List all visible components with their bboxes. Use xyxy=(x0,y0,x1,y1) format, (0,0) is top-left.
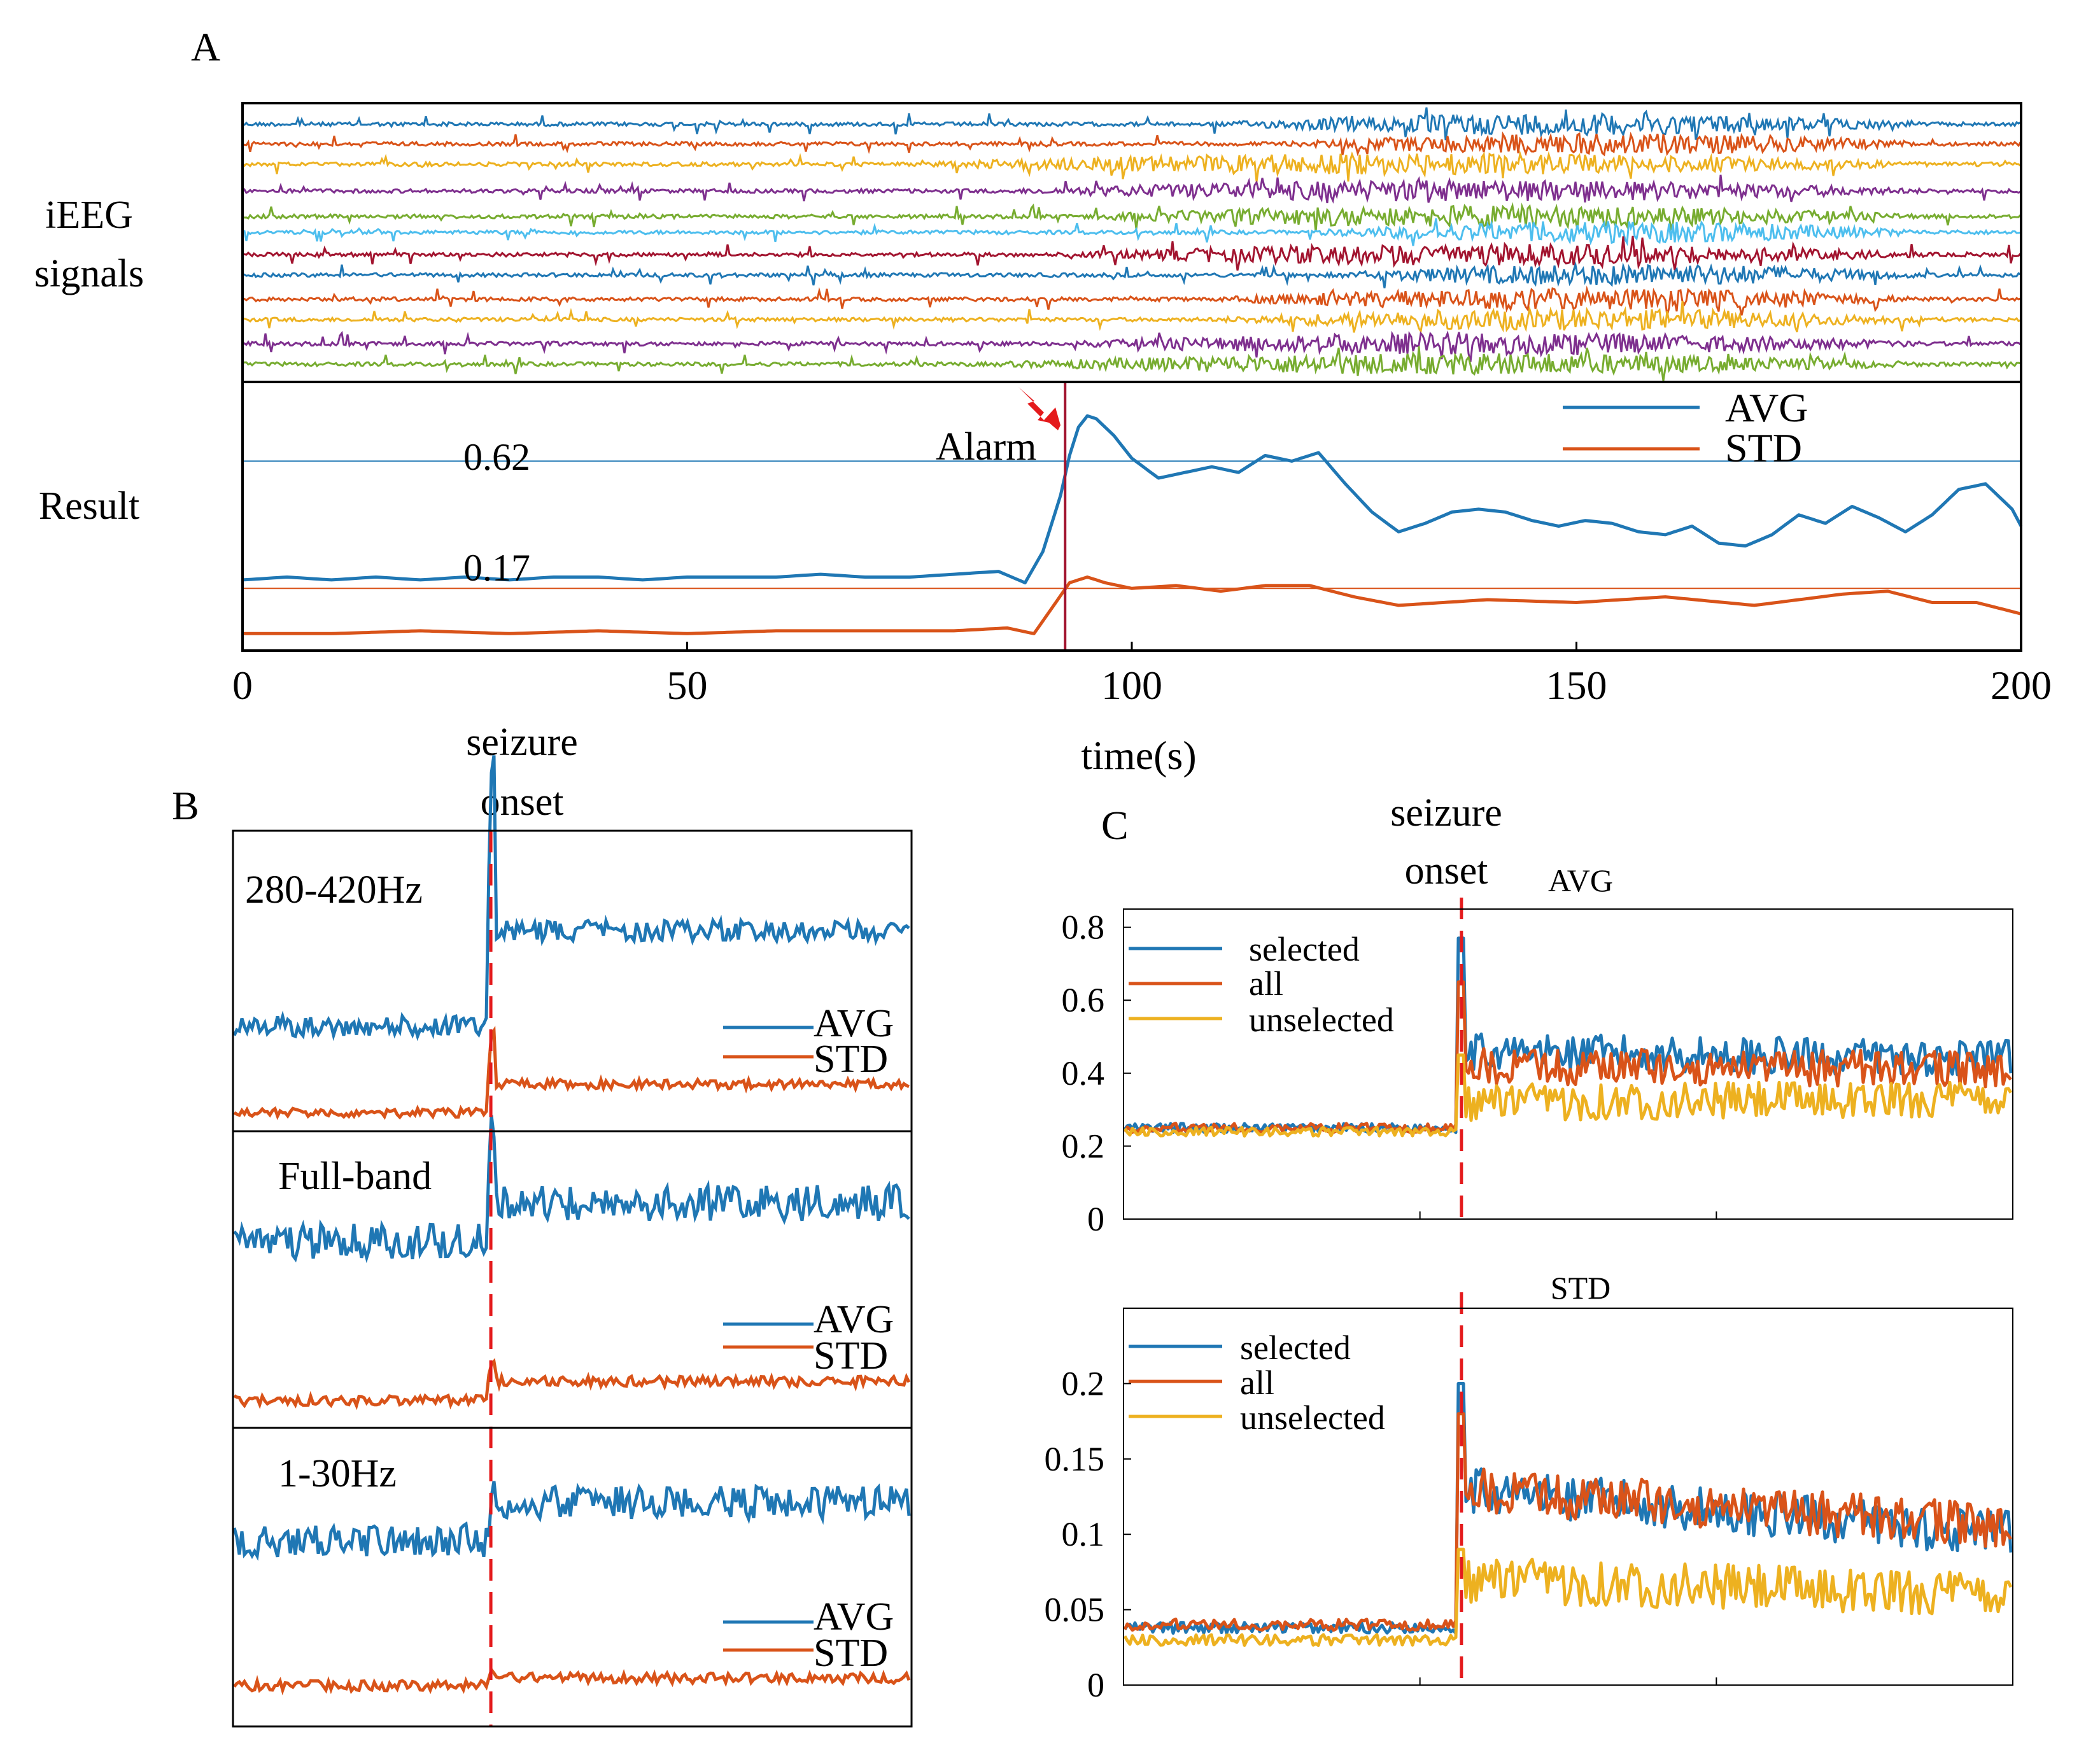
legend-b1-std-label: STD xyxy=(814,1038,888,1081)
legend-c1-unselected-label: unselected xyxy=(1249,1001,1394,1039)
legend-c-std: selected all unselected xyxy=(1129,1329,1385,1437)
b-std-series-3 xyxy=(233,1666,911,1696)
ieeg-label-line1: iEEG xyxy=(45,194,133,237)
ieeg-label-line2: signals xyxy=(34,252,144,295)
legend-b-1: AVG STD xyxy=(723,1002,894,1081)
ieeg-traces xyxy=(241,107,2022,381)
legend-std-label: STD xyxy=(1725,425,1802,470)
y-tick-label: 0.1 xyxy=(1062,1515,1105,1553)
legend-c2-selected-label: selected xyxy=(1240,1329,1351,1367)
panel-b-frame xyxy=(232,829,913,1728)
ieeg-channel-1 xyxy=(242,107,2021,141)
legend-c2-unselected-label: unselected xyxy=(1240,1399,1385,1437)
c-series-unselected xyxy=(1123,1053,2013,1138)
panel-c-avg-frame xyxy=(1123,908,2013,1220)
ieeg-channel-6 xyxy=(242,218,2021,246)
subpanel-label-280-420hz: 280-420Hz xyxy=(245,868,423,912)
y-tick-label: 0.2 xyxy=(1062,1364,1105,1402)
seizure-onset-label-c-line2: onset xyxy=(1405,849,1488,893)
ieeg-channel-10 xyxy=(242,301,2021,334)
legend-avg-label: AVG xyxy=(1725,385,1808,430)
ieeg-channel-4 xyxy=(241,174,2021,204)
panel-c-std-frame xyxy=(1123,1308,2013,1686)
legend-b3-std-label: STD xyxy=(814,1632,888,1675)
result-label: Result xyxy=(39,484,139,528)
legend-b1-avg-label: AVG xyxy=(814,1002,894,1045)
y-tick-label: 0.15 xyxy=(1045,1440,1105,1478)
alarm-bolt-icon xyxy=(1018,387,1061,430)
panel-c-avg-traces xyxy=(1123,898,2013,1219)
panel-label-a: A xyxy=(191,24,220,69)
y-tick-label: 0.8 xyxy=(1062,908,1105,947)
seizure-onset-label-c-line1: seizure xyxy=(1390,791,1502,835)
x-tick-label: 100 xyxy=(1101,663,1162,708)
x-tick-label: 150 xyxy=(1546,663,1607,708)
ieeg-channel-3 xyxy=(241,150,2021,182)
seizure-onset-label-b-line1: seizure xyxy=(466,721,578,764)
b-std-series-1 xyxy=(233,1026,910,1120)
y-tick-label: 0 xyxy=(1087,1200,1104,1238)
panel-c: C seizure onset AVG STD 00.20.40.60.8 00… xyxy=(1045,791,2013,1704)
x-tick-label: 50 xyxy=(667,663,708,708)
y-tick-label: 0.2 xyxy=(1062,1127,1105,1165)
legend-a: AVG STD xyxy=(1563,385,1808,470)
y-tick-label: 0.6 xyxy=(1062,981,1105,1019)
b-avg-series-3 xyxy=(232,1481,911,1561)
b-std-series-2 xyxy=(233,1358,911,1411)
ieeg-channel-9 xyxy=(242,285,2021,316)
result-plot xyxy=(242,382,2023,651)
c-series-all xyxy=(1123,980,2012,1134)
alarm-label: Alarm xyxy=(936,425,1036,469)
panel-a: A iEEG signals Result 0 50 100 150 200 time(… xyxy=(34,24,2052,778)
panel-c-avg-y-ticks: 0 0.2 0.4 0.6 0.8 xyxy=(1062,908,1717,1238)
ieeg-channel-12 xyxy=(242,346,2021,381)
legend-b2-avg-label: AVG xyxy=(814,1298,894,1341)
chart-title-std: STD xyxy=(1551,1270,1610,1306)
b-avg-series-2 xyxy=(233,1115,910,1264)
c-series-selected xyxy=(1124,936,2013,1134)
result-series-avg xyxy=(242,414,2023,584)
panel-c-std-traces xyxy=(1123,1292,2013,1685)
legend-b3-avg-label: AVG xyxy=(814,1595,894,1639)
panel-b-traces xyxy=(232,755,911,1726)
chart-title-avg: AVG xyxy=(1548,863,1613,898)
subpanel-label-full-band: Full-band xyxy=(278,1155,432,1198)
legend-b-3: AVG STD xyxy=(723,1595,894,1675)
panel-label-b: B xyxy=(172,783,199,828)
y-tick-label: 0.05 xyxy=(1045,1591,1105,1629)
threshold-avg-label: 0.62 xyxy=(463,436,530,478)
x-tick-label: 200 xyxy=(1991,663,2052,708)
c-series-unselected xyxy=(1123,1548,2013,1648)
ieeg-channel-8 xyxy=(242,261,2021,288)
legend-b2-std-label: STD xyxy=(814,1334,888,1378)
x-tick-label: 0 xyxy=(232,663,253,708)
y-tick-label: 0 xyxy=(1087,1666,1104,1704)
threshold-std-label: 0.17 xyxy=(463,547,530,589)
panel-c-std-y-ticks: 0 0.05 0.1 0.15 0.2 xyxy=(1045,1364,1717,1704)
legend-c2-all-label: all xyxy=(1240,1364,1274,1402)
panel-label-c: C xyxy=(1101,803,1129,848)
panel-b: B seizure onset 280-420Hz Full-band 1-30… xyxy=(172,721,913,1728)
result-series-std xyxy=(243,575,2022,635)
subpanel-label-1-30hz: 1-30Hz xyxy=(278,1452,397,1495)
legend-c-avg: selected all unselected xyxy=(1129,930,1394,1039)
ieeg-channel-7 xyxy=(242,236,2022,271)
ieeg-channel-5 xyxy=(242,202,2022,232)
x-axis-ticks: 0 50 100 150 200 xyxy=(232,642,2052,708)
legend-b-2: AVG STD xyxy=(723,1298,894,1378)
y-tick-label: 0.4 xyxy=(1062,1054,1105,1092)
legend-c1-all-label: all xyxy=(1249,964,1283,1003)
c-series-all xyxy=(1123,1412,2013,1632)
x-axis-label: time(s) xyxy=(1081,733,1196,778)
legend-c1-selected-label: selected xyxy=(1249,930,1360,968)
ieeg-channel-11 xyxy=(242,330,2021,363)
b-avg-series-1 xyxy=(232,755,910,1041)
ieeg-channel-2 xyxy=(242,131,2022,157)
